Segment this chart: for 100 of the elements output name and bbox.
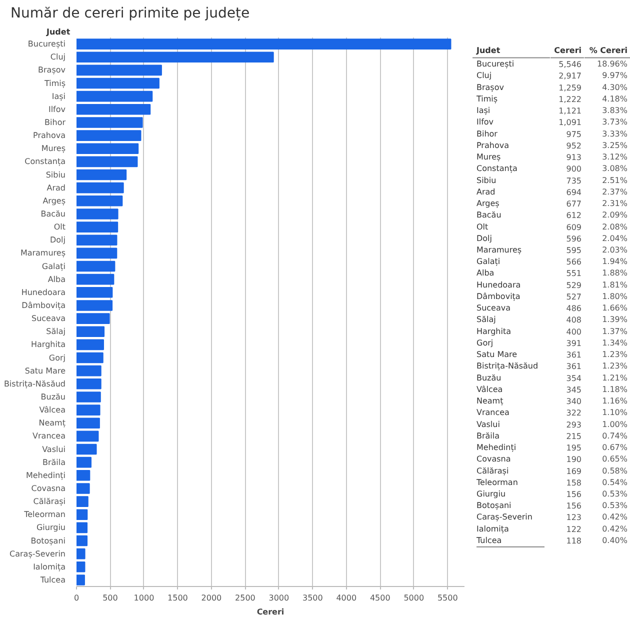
text: 900 xyxy=(566,164,582,174)
text: Ialomița xyxy=(476,524,510,534)
y-tick-label: Brașov xyxy=(38,66,66,75)
text: 735 xyxy=(566,176,582,186)
text: Maramureș xyxy=(476,246,522,255)
text: 123 xyxy=(566,513,582,522)
text: 156 xyxy=(566,502,582,511)
text: 215 xyxy=(566,432,582,441)
text: 1.81% xyxy=(602,280,628,290)
text: 529 xyxy=(566,280,582,290)
y-tick-label: Olt xyxy=(54,222,66,232)
bar xyxy=(76,52,274,63)
x-tick-label: 500 xyxy=(102,594,118,602)
x-tick-label: 5500 xyxy=(437,594,458,602)
text: Hunedoara xyxy=(476,280,521,290)
text: 1.94% xyxy=(602,257,628,266)
y-tick-label: Călărași xyxy=(33,497,66,506)
text: 1,121 xyxy=(558,106,582,116)
text: 0.53% xyxy=(602,489,628,498)
y-tick-label: Bihor xyxy=(44,118,66,127)
bar xyxy=(76,339,104,350)
bar xyxy=(76,378,102,390)
bar xyxy=(76,64,162,76)
text: 293 xyxy=(566,420,582,430)
text: 0.65% xyxy=(602,454,628,464)
text: 340 xyxy=(566,397,582,406)
text: 5,546 xyxy=(558,60,582,70)
text: 1.80% xyxy=(602,292,628,301)
y-tick-label: Sibiu xyxy=(46,170,66,180)
text: Ilfov xyxy=(476,118,494,127)
text: 400 xyxy=(566,327,582,336)
x-tick-label: 5000 xyxy=(404,594,424,602)
text: Cereri xyxy=(554,46,582,56)
text: Brăila xyxy=(476,431,500,440)
bar xyxy=(76,483,90,494)
text: Mureș xyxy=(476,152,501,162)
text: 913 xyxy=(566,153,582,162)
y-tick-label: Vâlcea xyxy=(39,406,66,415)
y-tick-label: București xyxy=(28,40,66,49)
y-tick-label: Neamț xyxy=(38,418,66,428)
y-tick-label: Ialomița xyxy=(33,562,66,572)
bar xyxy=(76,470,90,481)
x-tick-label: 1000 xyxy=(134,594,154,602)
bar xyxy=(76,90,153,102)
text: 2.03% xyxy=(602,246,628,255)
text: Sălaj xyxy=(476,315,496,324)
text: 1,222 xyxy=(558,94,582,104)
text: 0.54% xyxy=(602,478,628,487)
text: Prahova xyxy=(476,140,510,150)
text: 3.08% xyxy=(602,164,628,174)
text: 0.40% xyxy=(602,536,628,545)
x-axis-title: Cereri xyxy=(256,608,284,616)
text: 190 xyxy=(566,455,582,464)
text: 156 xyxy=(566,490,582,499)
y-tick-label: Teleorman xyxy=(23,510,66,520)
bar xyxy=(76,260,116,272)
text: Sibiu xyxy=(476,176,496,185)
bar xyxy=(76,352,104,364)
text: Dâmbovița xyxy=(476,292,520,301)
text: Judet xyxy=(476,46,500,56)
bar xyxy=(76,130,142,141)
text: Caraș-Severin xyxy=(476,512,532,522)
text: 551 xyxy=(566,269,582,278)
bar xyxy=(76,208,118,220)
text: 0.74% xyxy=(602,431,628,440)
y-tick-label: Alba xyxy=(48,274,66,284)
text: 9.97% xyxy=(602,71,628,80)
bar xyxy=(76,509,88,520)
y-tick-label: Prahova xyxy=(33,131,66,140)
bar xyxy=(76,456,92,468)
y-tick-label: Vrancea xyxy=(32,432,66,441)
text: 1.10% xyxy=(602,408,628,418)
text: Arad xyxy=(476,187,496,196)
text: Bacău xyxy=(476,210,502,220)
bar xyxy=(76,548,86,560)
text: 1.00% xyxy=(602,420,628,429)
text: 486 xyxy=(566,304,582,314)
text: 566 xyxy=(566,258,582,267)
text: Satu Mare xyxy=(476,350,518,360)
text: Galați xyxy=(476,257,500,266)
text: 345 xyxy=(566,385,582,394)
bar xyxy=(76,522,88,534)
y-tick-label: Iași xyxy=(52,92,66,101)
text: 118 xyxy=(566,536,582,546)
text: Vrancea xyxy=(476,408,510,418)
text: 158 xyxy=(566,478,582,488)
text: Teleorman xyxy=(476,478,518,487)
text: Vâlcea xyxy=(476,384,503,394)
y-axis-title: Judet xyxy=(46,28,70,36)
text: Vaslui xyxy=(476,420,500,429)
text: 596 xyxy=(566,234,582,244)
bar xyxy=(76,300,113,311)
text: 1,091 xyxy=(558,118,582,128)
text: 2.51% xyxy=(602,176,628,185)
text: 391 xyxy=(566,338,582,348)
bar xyxy=(76,418,100,429)
text: Tulcea xyxy=(476,536,502,545)
y-tick-label: Harghita xyxy=(31,340,66,350)
x-tick-label: 2000 xyxy=(201,594,222,602)
y-tick-label: Satu Mare xyxy=(24,366,66,376)
